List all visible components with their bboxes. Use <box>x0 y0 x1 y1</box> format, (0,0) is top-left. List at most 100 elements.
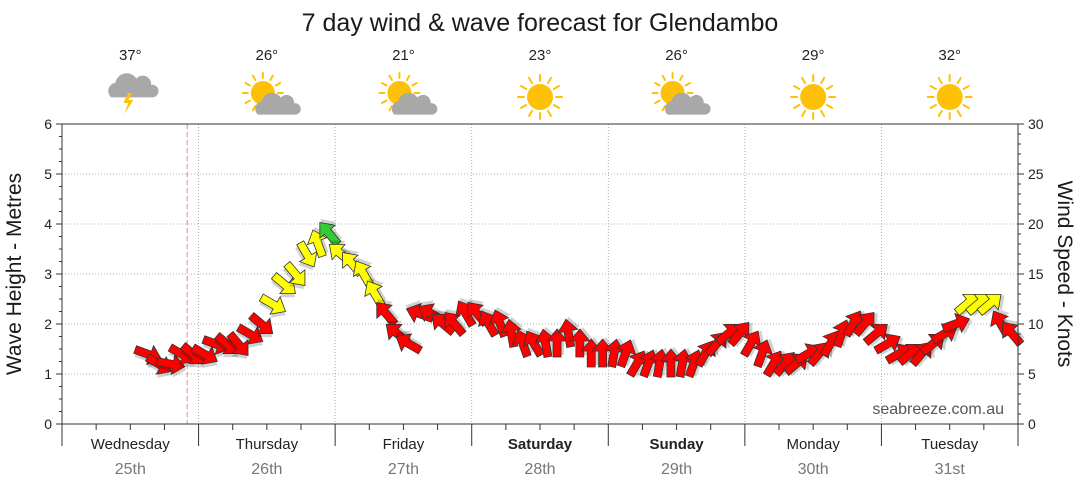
day-name-label: Thursday <box>236 436 299 453</box>
wind-arrow-body <box>752 339 774 369</box>
day-temperature: 37° <box>119 47 142 64</box>
wind-arrow <box>752 339 776 369</box>
sun-ray <box>251 74 257 82</box>
wind-arrow <box>156 353 187 378</box>
wind-arrow-body <box>376 302 399 328</box>
sun-ray <box>528 76 533 85</box>
sun-ray <box>793 85 801 90</box>
sun-ray <box>962 85 970 90</box>
wind-arrow <box>352 257 376 288</box>
day-name-label: Monday <box>786 436 840 453</box>
sun-ray <box>528 109 533 118</box>
sun-ray <box>654 82 661 87</box>
wind-arrow <box>190 343 218 368</box>
cloud-shape <box>391 92 438 115</box>
sun-ray <box>801 109 807 118</box>
sun-icon <box>926 74 973 120</box>
sun-ray <box>244 99 251 104</box>
wind-arrow <box>862 323 891 347</box>
wind-arrows <box>133 219 1025 379</box>
cloud-shape <box>665 92 711 115</box>
wind-arrow-body <box>156 353 186 376</box>
sun-ray <box>962 104 970 109</box>
sun-disc <box>527 84 553 110</box>
day-date-label: 29th <box>661 461 692 478</box>
sun-ray <box>661 104 667 112</box>
wind-arrow-body <box>364 280 386 308</box>
day-name-label: Sunday <box>649 436 704 453</box>
right-axis-title: Wind Speed - Knots <box>1053 181 1076 368</box>
sun-ray <box>274 82 282 87</box>
day-headers: 37° 26° 21° 23° 26° 29° 32° <box>108 47 973 120</box>
wind-arrow-body <box>226 330 249 356</box>
right-tick-label: 30 <box>1028 116 1044 132</box>
wind-arrow-body <box>591 338 614 368</box>
left-tick-label: 4 <box>44 216 52 232</box>
left-tick-label: 6 <box>44 116 52 132</box>
day-name-label: Tuesday <box>921 436 978 453</box>
wind-arrow-body <box>941 312 971 334</box>
sun-ray <box>937 109 943 118</box>
wind-arrow-body <box>740 330 762 358</box>
sun-ray <box>381 82 388 87</box>
lightning-bolt <box>123 93 134 114</box>
left-tick-label: 3 <box>44 266 52 282</box>
left-tick-label: 5 <box>44 166 52 182</box>
sun-ray <box>388 104 393 112</box>
grid-lines <box>62 124 1018 424</box>
storm-icon <box>108 73 159 114</box>
wind-arrow-body <box>568 328 591 358</box>
wind-arrow-body <box>660 348 682 378</box>
sun-ray <box>929 85 937 90</box>
wind-arrow-body <box>283 260 306 286</box>
sun-ray <box>956 109 962 118</box>
wind-arrow-body <box>534 328 556 358</box>
wind-arrow-body <box>296 240 318 268</box>
wind-arrow-body <box>976 293 1002 316</box>
wind-arrow <box>225 330 249 359</box>
wind-arrow-body <box>319 222 342 248</box>
sun-ray <box>793 104 801 109</box>
day-temperature: 21° <box>392 47 415 64</box>
sun-ray <box>519 104 528 109</box>
sun-ray <box>405 74 411 82</box>
brand-watermark: seabreeze.com.au <box>872 401 1004 418</box>
wind-arrow-body <box>395 333 423 355</box>
wind-arrow-body <box>190 343 218 365</box>
sun-icon <box>790 74 837 120</box>
left-tick-label: 1 <box>44 366 52 382</box>
sun-ray <box>929 104 937 109</box>
wind-arrow <box>258 293 287 318</box>
wind-arrow-body <box>580 338 603 368</box>
wind-arrow <box>248 312 274 338</box>
wind-arrow <box>295 240 318 271</box>
wind-arrow-body <box>727 322 750 348</box>
cloud-shape <box>108 73 159 98</box>
sun-ray <box>411 82 418 87</box>
wind-arrow <box>376 299 399 328</box>
wind-arrow <box>740 330 765 358</box>
sun-icon <box>517 74 563 120</box>
day-date-label: 31st <box>935 461 966 478</box>
right-tick-label: 10 <box>1028 316 1044 332</box>
right-tick-label: 15 <box>1028 266 1044 282</box>
right-tick-label: 20 <box>1028 216 1044 232</box>
wind-arrow <box>270 272 296 298</box>
sun-ray <box>269 74 274 82</box>
right-tick-label: 0 <box>1028 416 1036 432</box>
day-temperature: 32° <box>938 47 961 64</box>
wind-arrow <box>852 312 878 338</box>
sun-ray <box>547 76 552 85</box>
day-date-label: 27th <box>388 461 419 478</box>
sun-ray <box>679 74 684 82</box>
partly-cloudy-icon <box>241 72 301 115</box>
sun-ray <box>825 85 834 90</box>
wind-arrow-body <box>235 323 264 345</box>
partly-cloudy-icon <box>378 72 438 115</box>
sun-ray <box>552 85 561 90</box>
chart-title: 7 day wind & wave forecast for Glendambo <box>302 9 779 37</box>
left-tick-label: 0 <box>44 416 52 432</box>
wind-arrow <box>976 293 1005 317</box>
sun-ray <box>381 99 388 104</box>
wind-arrow-body <box>352 260 375 288</box>
